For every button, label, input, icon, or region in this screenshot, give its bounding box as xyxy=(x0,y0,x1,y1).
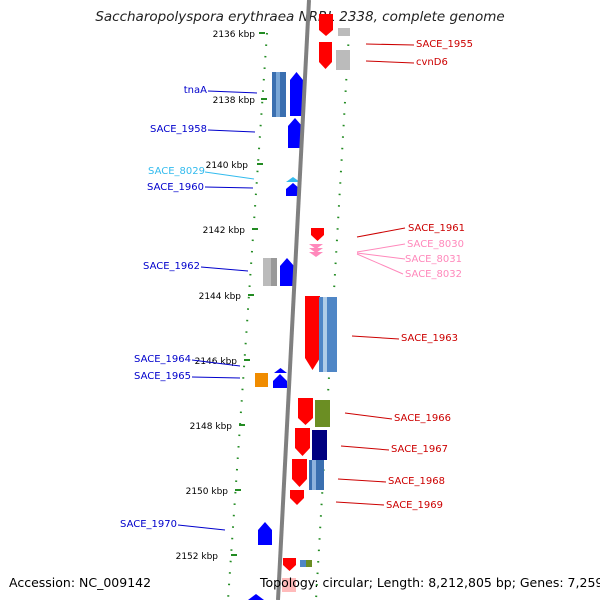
gene-label-sace-1968[interactable]: SACE_1968 xyxy=(388,476,445,487)
tick-label: 2150 kbp xyxy=(186,487,229,497)
leader-line xyxy=(337,478,387,483)
tick-label: 2148 kbp xyxy=(190,422,233,432)
gene-label-sace-8029[interactable]: SACE_8029 xyxy=(148,166,205,177)
gene-bottom-small-b[interactable] xyxy=(306,560,312,567)
leader-line xyxy=(191,359,241,367)
genome-backbone xyxy=(276,0,311,600)
gene-blue-bottom[interactable] xyxy=(248,594,264,600)
gene-sace-1965-orange[interactable] xyxy=(255,373,268,387)
gene-label-sace-8031[interactable]: SACE_8031 xyxy=(405,254,462,265)
leader-line xyxy=(340,445,390,451)
left-labels: tnaA SACE_1958 SACE_8029 SACE_1960 SACE_… xyxy=(120,85,258,531)
gene-sace-1969[interactable] xyxy=(290,490,304,505)
gene-label-sace-1960[interactable]: SACE_1960 xyxy=(147,182,204,193)
gene-sace-1960[interactable] xyxy=(286,183,300,196)
rna-sace-8031[interactable] xyxy=(309,248,323,253)
gene-sace-1963-partner[interactable] xyxy=(319,297,337,372)
leader-line xyxy=(204,171,255,180)
gene-sace-1966[interactable] xyxy=(298,398,313,425)
tick-label: 2146 kbp xyxy=(195,357,238,367)
leader-line xyxy=(207,90,258,94)
gene-sace-1961[interactable] xyxy=(311,228,324,241)
tick-label: 2140 kbp xyxy=(206,161,249,171)
gene-sace-1963-partner-stripe xyxy=(323,297,327,372)
rna-sace-8030[interactable] xyxy=(309,244,323,249)
map-title: Saccharopolyspora erythraea NRRL 2338, c… xyxy=(95,9,505,25)
gene-grey-cvnd6[interactable] xyxy=(336,50,350,70)
gene-label-sace-8030[interactable]: SACE_8030 xyxy=(407,239,464,250)
gene-tnaa-highlight xyxy=(276,72,280,117)
tick-label: 2142 kbp xyxy=(203,226,246,236)
leader-line xyxy=(191,376,241,379)
leader-line xyxy=(177,524,226,531)
gene-label-tnaa[interactable]: tnaA xyxy=(184,85,207,96)
kbp-ticks: 2136 kbp 2138 kbp 2140 kbp 2142 kbp 2144… xyxy=(176,30,267,562)
leader-line xyxy=(207,129,256,133)
gene-grey-top[interactable] xyxy=(338,28,350,36)
tick-label: 2144 kbp xyxy=(199,292,242,302)
gene-sace-1963[interactable] xyxy=(305,296,320,370)
gene-label-sace-1962[interactable]: SACE_1962 xyxy=(143,261,200,272)
gene-bottom-small-a[interactable] xyxy=(300,560,306,567)
gene-label-sace-1955[interactable]: SACE_1955 xyxy=(416,39,473,50)
gene-label-sace-1969[interactable]: SACE_1969 xyxy=(386,500,443,511)
gene-sace-1968-partner[interactable] xyxy=(309,460,324,490)
genes xyxy=(248,14,350,600)
tick-label: 2136 kbp xyxy=(213,30,256,40)
gene-label-sace-1966[interactable]: SACE_1966 xyxy=(394,413,451,424)
gene-bottom-pink[interactable] xyxy=(282,578,296,592)
gene-sace-1966-partner[interactable] xyxy=(315,400,330,427)
leader-line xyxy=(344,412,393,420)
gene-label-sace-1970[interactable]: SACE_1970 xyxy=(120,519,177,530)
gene-label-sace-1965[interactable]: SACE_1965 xyxy=(134,371,191,382)
gene-sace-1967[interactable] xyxy=(295,428,310,456)
gene-label-sace-1963[interactable]: SACE_1963 xyxy=(401,333,458,344)
gene-sace-1968[interactable] xyxy=(292,459,307,487)
gene-sace-1962[interactable] xyxy=(280,258,294,286)
rna-sace-8032[interactable] xyxy=(309,252,323,257)
leader-line xyxy=(356,227,406,238)
tick-label: 2152 kbp xyxy=(176,552,219,562)
gene-grey-1962-shade xyxy=(271,258,277,286)
gene-cvnd6[interactable] xyxy=(319,42,332,69)
gene-red-bottom[interactable] xyxy=(283,558,296,571)
gene-label-sace-8032[interactable]: SACE_8032 xyxy=(405,269,462,280)
gene-label-sace-1961[interactable]: SACE_1961 xyxy=(408,223,465,234)
rna-sace-8029[interactable] xyxy=(286,177,300,182)
gene-sace-1955[interactable] xyxy=(319,14,333,36)
leader-line xyxy=(204,186,254,189)
gene-sace-1964[interactable] xyxy=(274,368,287,373)
tick-label: 2138 kbp xyxy=(213,96,256,106)
leader-line xyxy=(351,335,400,340)
leader-line xyxy=(365,60,415,64)
gene-label-cvnd6[interactable]: cvnD6 xyxy=(416,57,448,68)
left-dotted-ring xyxy=(227,32,268,600)
leader-line xyxy=(356,243,406,253)
gene-sace-1968-partner-stripe xyxy=(312,460,316,490)
right-labels: SACE_1955 cvnD6 SACE_1961 SACE_8030 SACE… xyxy=(335,39,473,511)
leader-line xyxy=(356,253,404,275)
gene-sace-1965[interactable] xyxy=(273,374,287,388)
gene-sace-1958[interactable] xyxy=(288,118,302,148)
gene-label-sace-1967[interactable]: SACE_1967 xyxy=(391,444,448,455)
gene-blue-tnaa[interactable] xyxy=(290,72,303,116)
topology-text: Topology: circular; Length: 8,212,805 bp… xyxy=(260,575,600,590)
leader-line xyxy=(356,252,406,260)
leader-line xyxy=(365,43,415,46)
gene-label-sace-1958[interactable]: SACE_1958 xyxy=(150,124,207,135)
leader-line xyxy=(335,501,385,506)
accession-text: Accession: NC_009142 xyxy=(9,575,152,590)
gene-sace-1970[interactable] xyxy=(258,522,272,545)
gene-sace-1967-partner[interactable] xyxy=(312,430,327,460)
gene-label-sace-1964[interactable]: SACE_1964 xyxy=(134,354,191,365)
leader-line xyxy=(200,266,249,272)
